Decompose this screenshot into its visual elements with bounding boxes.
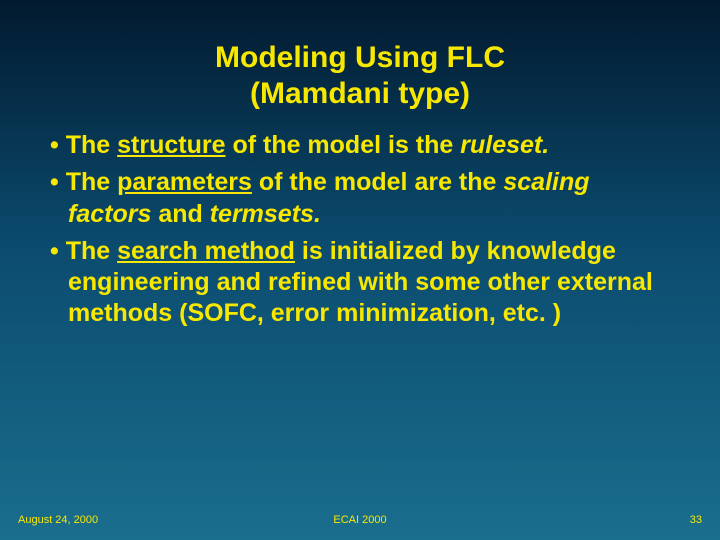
footer-date: August 24, 2000 — [18, 514, 98, 526]
bullet-marker: • — [50, 168, 59, 196]
title-line2: (Mamdani type) — [250, 77, 470, 110]
title-line1: Modeling Using FLC — [215, 41, 505, 74]
slide-footer: August 24, 2000 ECAI 2000 33 — [0, 514, 720, 526]
slide-title: Modeling Using FLC (Mamdani type) — [50, 40, 670, 112]
bullet-marker: • — [50, 131, 59, 159]
bullet-item: • The structure of the model is the rule… — [50, 130, 670, 161]
bullet-text-italic: ruleset. — [460, 131, 549, 159]
bullet-text-italic2: termsets. — [210, 200, 321, 228]
bullet-text-underlined: search method — [117, 237, 295, 265]
bullet-text-pre: The — [66, 168, 117, 196]
bullet-text-underlined: parameters — [117, 168, 252, 196]
bullet-text-pre: The — [66, 237, 117, 265]
bullet-item: • The search method is initialized by kn… — [50, 236, 670, 330]
bullet-text-underlined: structure — [117, 131, 225, 159]
bullet-text-pre: The — [66, 131, 117, 159]
bullet-text-mid: of the model is the — [226, 131, 461, 159]
bullet-marker: • — [50, 237, 59, 265]
footer-event: ECAI 2000 — [333, 514, 386, 526]
footer-page-number: 33 — [690, 514, 702, 526]
bullet-item: • The parameters of the model are the sc… — [50, 167, 670, 230]
slide: Modeling Using FLC (Mamdani type) • The … — [0, 0, 720, 540]
bullet-text-mid: of the model are the — [252, 168, 503, 196]
bullet-text-mid2: and — [151, 200, 209, 228]
bullet-list: • The structure of the model is the rule… — [50, 130, 670, 330]
